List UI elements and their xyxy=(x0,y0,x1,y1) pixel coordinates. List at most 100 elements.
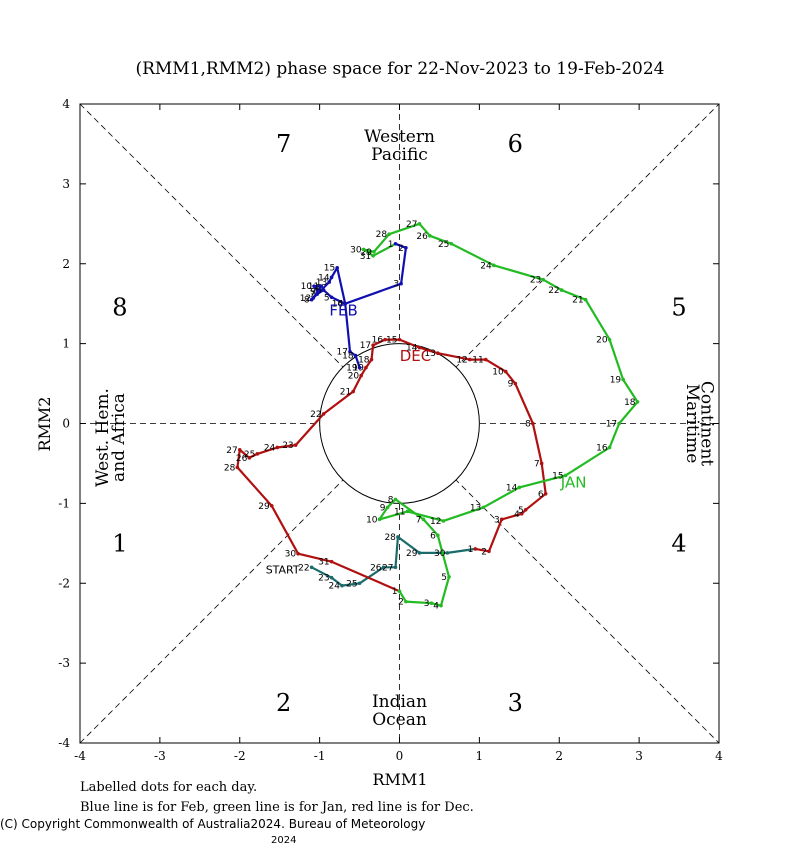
day-label-jan: 2 xyxy=(398,598,404,608)
day-label-feb: 15 xyxy=(324,264,335,274)
month-label-feb: FEB xyxy=(329,302,357,320)
day-dot-jan xyxy=(377,517,382,522)
day-label-jan: 1 xyxy=(392,587,398,597)
day-dot-jan xyxy=(607,445,612,450)
day-label-nov: 30 xyxy=(434,549,446,559)
day-dot-jan xyxy=(428,233,432,238)
day-label-jan: 19 xyxy=(610,376,622,386)
day-label-feb: 14 xyxy=(318,273,330,283)
y-tick-label: 3 xyxy=(62,177,70,191)
day-label-dec: 24 xyxy=(264,443,276,453)
day-label-dec: 29 xyxy=(258,502,270,512)
day-dot-jan xyxy=(447,575,451,579)
day-label-feb: 11 xyxy=(308,282,319,292)
x-tick-label: 4 xyxy=(715,749,723,763)
day-label-dec: 3 xyxy=(494,515,500,525)
series-line-jan xyxy=(362,222,639,607)
day-label-jan: 14 xyxy=(506,483,518,493)
day-label-jan: 24 xyxy=(480,261,492,271)
day-label-nov: 28 xyxy=(384,533,396,543)
day-dot-dec xyxy=(523,507,528,512)
day-label-dec: 20 xyxy=(348,372,360,382)
day-dot-nov xyxy=(393,565,398,570)
day-label-jan: 15 xyxy=(552,471,563,481)
x-tick-label: -1 xyxy=(314,749,326,763)
day-label-jan: 27 xyxy=(406,220,417,230)
day-label-dec: 17 xyxy=(360,341,371,351)
day-label-dec: 8 xyxy=(525,420,531,430)
region-label-right: Maritime xyxy=(682,384,702,464)
region-label-top: Western xyxy=(364,127,435,147)
day-dot-feb xyxy=(399,281,403,286)
chart-title: (RMM1,RMM2) phase space for 22-Nov-2023 … xyxy=(135,59,664,79)
day-label-dec: 30 xyxy=(285,550,297,560)
day-dot-dec xyxy=(351,389,355,394)
day-dot-dec xyxy=(513,381,518,386)
day-label-feb: 1 xyxy=(388,240,394,250)
day-label-jan: 13 xyxy=(470,503,481,513)
day-dot-nov xyxy=(340,583,344,588)
day-label-jan: 28 xyxy=(376,230,388,240)
day-label-jan: 22 xyxy=(548,286,559,296)
day-dot-dec xyxy=(364,365,368,370)
day-label-dec: 25 xyxy=(244,450,255,460)
day-label-jan: 6 xyxy=(430,531,436,541)
day-dot-feb xyxy=(335,265,339,270)
day-dot-feb xyxy=(343,301,347,306)
day-dot-jan xyxy=(404,599,408,604)
day-dot-nov xyxy=(381,565,386,570)
day-dot-jan xyxy=(429,601,434,606)
day-dot-jan xyxy=(541,277,546,282)
copyright-year: 2024 xyxy=(250,817,282,831)
day-dot-dec xyxy=(359,373,363,378)
day-label-jan: 10 xyxy=(366,515,378,525)
day-dot-nov xyxy=(417,551,422,555)
phase-label: 8 xyxy=(112,294,127,322)
day-dot-dec xyxy=(275,445,280,450)
y-tick-label: -4 xyxy=(58,736,70,750)
y-tick-label: 2 xyxy=(62,257,70,271)
x-axis-label: RMM1 xyxy=(373,770,428,789)
day-dot-dec xyxy=(371,343,375,348)
day-dot-jan xyxy=(607,337,612,342)
day-label-dec: 21 xyxy=(340,388,351,398)
phase-label: 2 xyxy=(276,689,291,717)
day-label-dec: 22 xyxy=(310,410,321,420)
day-label-jan: 5 xyxy=(441,573,447,583)
day-dot-dec xyxy=(397,337,402,342)
day-dot-feb xyxy=(393,241,398,246)
day-label-dec: 15 xyxy=(386,336,397,346)
day-dot-feb xyxy=(348,349,352,354)
day-dot-jan xyxy=(491,263,496,268)
day-label-dec: 9 xyxy=(508,380,514,390)
day-dot-nov xyxy=(357,581,362,586)
day-label-feb: 19 xyxy=(346,364,358,374)
day-dot-dec xyxy=(237,448,242,452)
day-label-nov: 25 xyxy=(346,579,357,589)
day-label-feb: 13 xyxy=(316,278,327,288)
day-dot-jan xyxy=(621,377,625,382)
day-dot-nov xyxy=(329,575,334,580)
region-label-bottom: Ocean xyxy=(372,710,427,730)
day-label-dec: 12 xyxy=(456,356,467,366)
day-label-jan: 8 xyxy=(388,495,394,505)
series-line-nov xyxy=(311,535,476,587)
month-label-jan: JAN xyxy=(560,473,587,491)
copyright-text: (C) Copyright Commonwealth of Australia xyxy=(0,817,251,831)
day-dot-jan xyxy=(417,222,422,226)
day-label-jan: 11 xyxy=(394,507,405,517)
day-dot-jan xyxy=(405,509,410,514)
x-tick-label: 1 xyxy=(476,749,484,763)
region-label-bottom: Indian xyxy=(372,692,427,712)
x-tick-label: 3 xyxy=(635,749,643,763)
day-label-dec: 26 xyxy=(236,454,248,464)
x-tick-label: -2 xyxy=(234,749,246,763)
day-label-nov: 22 xyxy=(298,563,309,573)
day-dot-dec xyxy=(369,357,374,362)
y-tick-label: -2 xyxy=(58,576,70,590)
day-label-feb: 12 xyxy=(300,294,311,304)
x-tick-label: -4 xyxy=(74,749,86,763)
day-dot-jan xyxy=(583,297,588,302)
